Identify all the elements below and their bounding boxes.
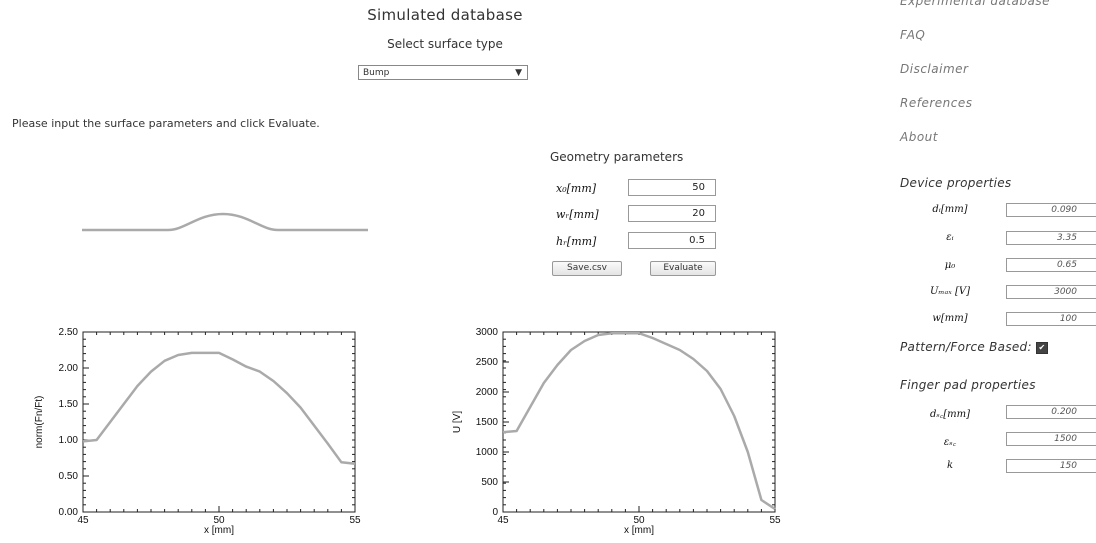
nav-faq[interactable]: FAQ [900, 28, 926, 42]
y-tick-label: 0.50 [59, 471, 79, 482]
x-axis-label: x [mm] [624, 525, 654, 536]
nav-references[interactable]: References [900, 96, 973, 110]
y-axis-label: U [V] [452, 411, 463, 433]
umax-input[interactable]: 3000 [1006, 285, 1096, 299]
x0-input[interactable]: 50 [628, 179, 716, 196]
pattern-force-label: Pattern/Force Based: [900, 340, 1032, 354]
device-properties-title: Device properties [900, 176, 1012, 190]
page-title: Simulated database [367, 6, 523, 24]
instructions-text: Please input the surface parameters and … [12, 117, 320, 130]
x-tick-label: 55 [349, 515, 361, 526]
y-tick-label: 1.50 [59, 399, 79, 410]
x-tick-label: 50 [633, 515, 645, 526]
y-tick-label: 2000 [476, 387, 499, 398]
y-axis-label: norm(Fn/Ft) [34, 396, 45, 449]
surface-type-label: Select surface type [387, 37, 503, 51]
y-tick-label: 2.00 [59, 363, 79, 374]
k-input[interactable]: 150 [1006, 459, 1096, 473]
y-tick-label: 2500 [476, 357, 499, 368]
surface-type-select[interactable]: Bump ▼ [358, 65, 528, 80]
y-tick-label: 2.50 [59, 327, 79, 338]
wr-input[interactable]: 20 [628, 205, 716, 222]
y-tick-label: 1.00 [59, 435, 79, 446]
di-label: dᵢ[mm] [932, 204, 968, 215]
x-tick-label: 50 [213, 515, 225, 526]
plot-frame [502, 331, 776, 513]
wr-label: wᵣ[mm] [556, 208, 599, 221]
voltage-chart: 45 50 55 0 500 1000 1500 2000 2500 3000 x [mm] U [V… [452, 327, 781, 536]
y-tick-label: 3000 [476, 327, 499, 338]
dsc-input[interactable]: 0.200 [1006, 405, 1096, 419]
y-tick-label: 0.00 [59, 507, 79, 518]
finger-pad-title: Finger pad properties [900, 378, 1036, 392]
y-tick-label: 0 [492, 507, 498, 518]
k-label: k [946, 460, 954, 471]
force-chart: 45 50 55 0.00 0.50 1.00 1.50 2.00 2.50 x [mm] norm… [34, 327, 361, 536]
y-tick-label: 1000 [476, 447, 499, 458]
y-tick-label: 1500 [476, 417, 499, 428]
umax-label: Uₘₐₓ [V] [929, 286, 971, 297]
x-tick-label: 45 [497, 515, 509, 526]
data-line [82, 351, 356, 466]
chevron-down-icon: ▼ [515, 68, 522, 78]
epsilon-sc-label: εₛ꜀ [943, 437, 957, 448]
pattern-force-checkbox[interactable]: ✔ [1035, 341, 1048, 354]
evaluate-button[interactable]: Evaluate [650, 261, 716, 276]
plot-frame [82, 331, 356, 513]
nav-experimental-database[interactable]: Experimental database [900, 0, 1050, 8]
dsc-label: dₛ꜀[mm] [930, 409, 970, 420]
hr-input[interactable]: 0.5 [628, 232, 716, 249]
data-line [502, 331, 776, 511]
save-csv-button[interactable]: Save.csv [552, 261, 622, 276]
surface-type-value: Bump [363, 68, 390, 78]
epsilon-i-label: εᵢ [946, 232, 954, 243]
w-label: w[mm] [932, 313, 968, 324]
mu0-input[interactable]: 0.65 [1006, 258, 1096, 272]
epsilon-i-input[interactable]: 3.35 [1006, 231, 1096, 245]
nav-disclaimer[interactable]: Disclaimer [900, 62, 969, 76]
pattern-force-row: Pattern/Force Based: ✔ [900, 340, 1048, 354]
x0-label: x₀[mm] [556, 182, 597, 195]
geometry-parameters-title: Geometry parameters [550, 150, 684, 164]
nav-about[interactable]: About [900, 130, 938, 144]
x-tick-label: 45 [77, 515, 89, 526]
di-input[interactable]: 0.090 [1006, 203, 1096, 217]
y-tick-label: 500 [481, 477, 498, 488]
hr-label: hᵣ[mm] [556, 235, 597, 248]
w-input[interactable]: 100 [1006, 312, 1096, 326]
surface-profile-preview [82, 212, 368, 232]
epsilon-sc-input[interactable]: 1500 [1006, 432, 1096, 446]
surface-profile-line [82, 212, 368, 232]
x-axis-label: x [mm] [204, 525, 234, 536]
x-tick-label: 55 [769, 515, 781, 526]
mu0-label: μ₀ [944, 260, 956, 271]
